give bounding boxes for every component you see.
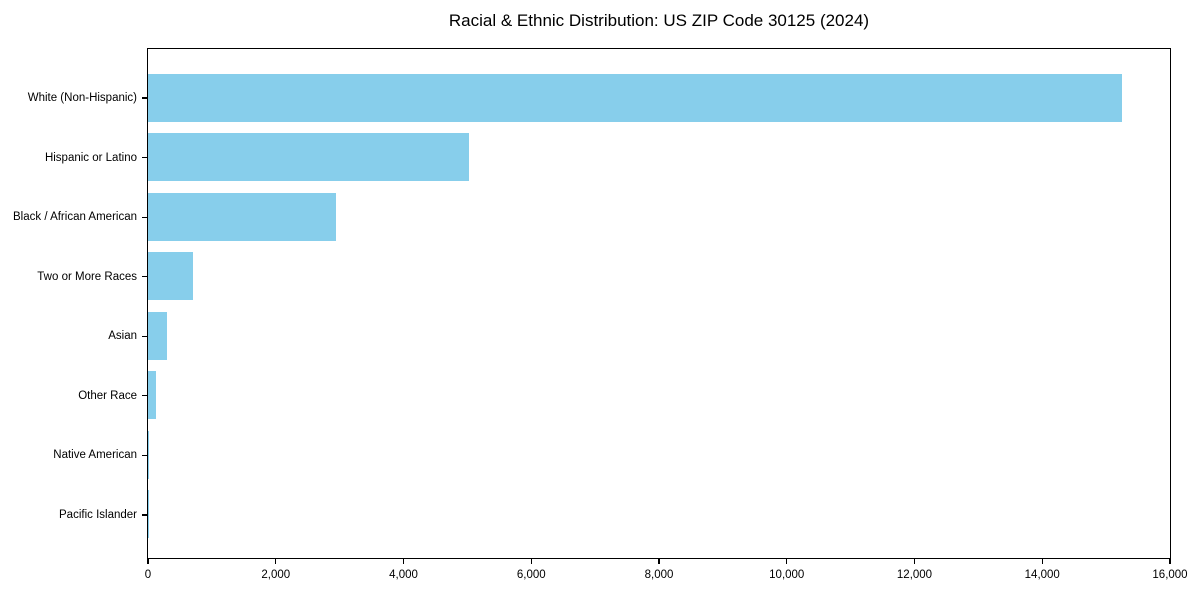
ytick-mark-other-race xyxy=(142,395,147,397)
xtick-mark-2000 xyxy=(275,558,277,564)
ytick-label-hispanic-or-latino: Hispanic or Latino xyxy=(44,151,137,164)
xtick-mark-16000 xyxy=(1169,558,1171,564)
ytick-mark-white-non-hispanic xyxy=(142,97,147,99)
xtick-mark-0 xyxy=(147,558,149,564)
xtick-label-12000: 12,000 xyxy=(896,569,933,581)
xtick-mark-8000 xyxy=(658,558,660,564)
chart-title: Racial & Ethnic Distribution: US ZIP Cod… xyxy=(448,11,870,30)
bar-white-non-hispanic xyxy=(147,73,1122,122)
xtick-label-0: 0 xyxy=(144,569,152,581)
bar-other-race xyxy=(147,371,157,420)
ytick-label-other-race: Other Race xyxy=(78,389,137,402)
bar-asian xyxy=(147,311,168,360)
xtick-label-8000: 8,000 xyxy=(644,569,674,581)
xtick-label-6000: 6,000 xyxy=(516,569,546,581)
xtick-mark-10000 xyxy=(786,558,788,564)
ytick-label-native-american: Native American xyxy=(53,449,137,462)
ytick-mark-black-african-american xyxy=(142,216,147,218)
xtick-label-4000: 4,000 xyxy=(389,569,418,581)
xtick-label-2000: 2,000 xyxy=(261,569,291,581)
xtick-mark-6000 xyxy=(530,558,532,564)
xtick-label-14000: 14,000 xyxy=(1024,569,1060,581)
plot-area xyxy=(146,47,1171,559)
bar-two-or-more-races xyxy=(147,252,193,301)
ytick-label-pacific-islander: Pacific Islander xyxy=(59,508,137,521)
bar-black-african-american xyxy=(147,192,336,241)
ytick-label-black-african-american: Black / African American xyxy=(13,211,137,224)
bar-pacific-islander xyxy=(147,490,148,539)
xtick-mark-12000 xyxy=(913,558,916,564)
ytick-mark-hispanic-or-latino xyxy=(142,156,147,159)
bar-native-american xyxy=(147,430,149,479)
xtick-mark-4000 xyxy=(402,558,405,564)
xtick-label-16000: 16,000 xyxy=(1152,569,1188,581)
ytick-mark-asian xyxy=(142,335,147,337)
bar-hispanic-or-latino xyxy=(147,133,469,182)
xtick-mark-14000 xyxy=(1041,558,1043,564)
ytick-mark-pacific-islander xyxy=(142,514,147,516)
xtick-label-10000: 10,000 xyxy=(769,569,805,581)
ytick-mark-two-or-more-races xyxy=(142,276,147,278)
ytick-mark-native-american xyxy=(142,454,147,456)
ytick-label-white-non-hispanic: White (Non-Hispanic) xyxy=(27,92,137,104)
ytick-label-asian: Asian xyxy=(108,330,137,343)
ytick-label-two-or-more-races: Two or More Races xyxy=(37,270,137,283)
